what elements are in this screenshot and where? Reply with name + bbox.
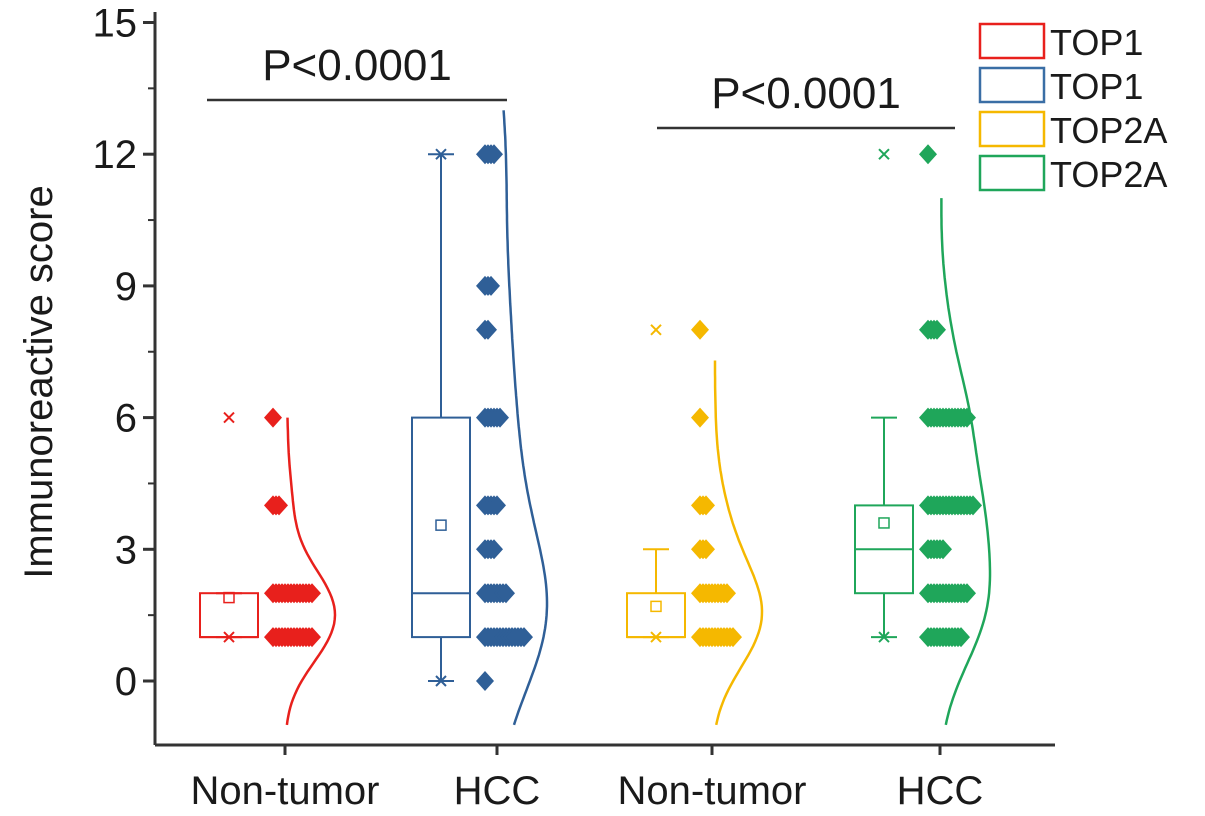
data-point: [718, 583, 736, 604]
y-tick-label: 15: [93, 2, 138, 46]
axes: [153, 12, 1055, 747]
box: [626, 592, 686, 639]
legend-label: TOP2A: [1050, 154, 1167, 195]
legend-label: TOP2A: [1050, 110, 1167, 151]
data-point: [488, 495, 506, 516]
density-curve: [502, 110, 549, 726]
series-group: [854, 144, 992, 726]
data-point: [479, 319, 497, 340]
p-value-label: P<0.0001: [711, 69, 901, 118]
data-point: [482, 275, 500, 296]
p-value-label: P<0.0001: [262, 41, 452, 90]
min-marker: [878, 631, 890, 643]
data-point: [485, 144, 503, 165]
legend-swatch: [978, 110, 1046, 148]
min-marker: [435, 675, 447, 687]
data-point: [691, 319, 709, 340]
y-tick-label: 6: [115, 397, 137, 441]
density-curve: [285, 417, 337, 726]
data-point: [303, 627, 321, 648]
box: [411, 416, 471, 639]
data-point: [952, 627, 970, 648]
y-tick-label: 12: [93, 133, 138, 177]
data-point: [515, 627, 533, 648]
x-tick-label: HCC: [897, 769, 984, 813]
data-point: [697, 539, 715, 560]
y-tick-label: 9: [115, 265, 137, 309]
x-tick-label: Non-tumor: [191, 769, 380, 813]
min-marker: [223, 631, 235, 643]
legend-label: TOP1: [1050, 66, 1143, 107]
mean-marker: [878, 517, 890, 529]
legend-swatch: [978, 154, 1046, 192]
significance-annotations: P<0.0001 P<0.0001: [207, 41, 955, 130]
x-axis-ticks: Non-tumor HCC Non-tumor HCC: [191, 745, 984, 813]
y-axis-title: Immunoreactive score: [17, 185, 61, 578]
series-groups: [199, 110, 992, 726]
max-marker: [223, 411, 235, 424]
y-axis-ticks: 0 3 6 9 12 15: [93, 2, 155, 704]
data-point: [964, 495, 982, 516]
data-point: [919, 144, 937, 165]
data-point: [303, 583, 321, 604]
x-tick-label: Non-tumor: [618, 769, 807, 813]
data-point: [485, 539, 503, 560]
series-group: [626, 319, 764, 726]
mean-marker: [223, 591, 235, 604]
y-tick-label: 3: [115, 528, 137, 572]
data-point: [497, 583, 515, 604]
density-curve: [713, 360, 764, 726]
data-point: [697, 495, 715, 516]
x-tick-label: HCC: [454, 769, 541, 813]
mean-marker: [435, 519, 447, 531]
data-point: [928, 319, 946, 340]
data-point: [476, 671, 494, 691]
min-marker: [650, 631, 662, 643]
series-group: [411, 110, 549, 726]
data-point: [934, 539, 952, 560]
data-point: [264, 407, 282, 428]
box: [199, 592, 259, 639]
max-marker: [650, 324, 662, 336]
data-point: [491, 407, 509, 428]
data-point: [724, 627, 742, 648]
data-point: [958, 583, 976, 604]
y-tick-label: 0: [115, 660, 137, 704]
data-point: [270, 495, 288, 516]
legend-label: TOP1: [1050, 22, 1143, 63]
mean-marker: [650, 600, 662, 613]
series-group: [199, 407, 337, 726]
legend-swatch: [978, 66, 1046, 104]
density-curve: [940, 198, 992, 726]
max-marker: [878, 148, 890, 160]
legend-swatch: [978, 22, 1046, 60]
max-marker: [435, 148, 447, 160]
data-point: [691, 407, 709, 428]
